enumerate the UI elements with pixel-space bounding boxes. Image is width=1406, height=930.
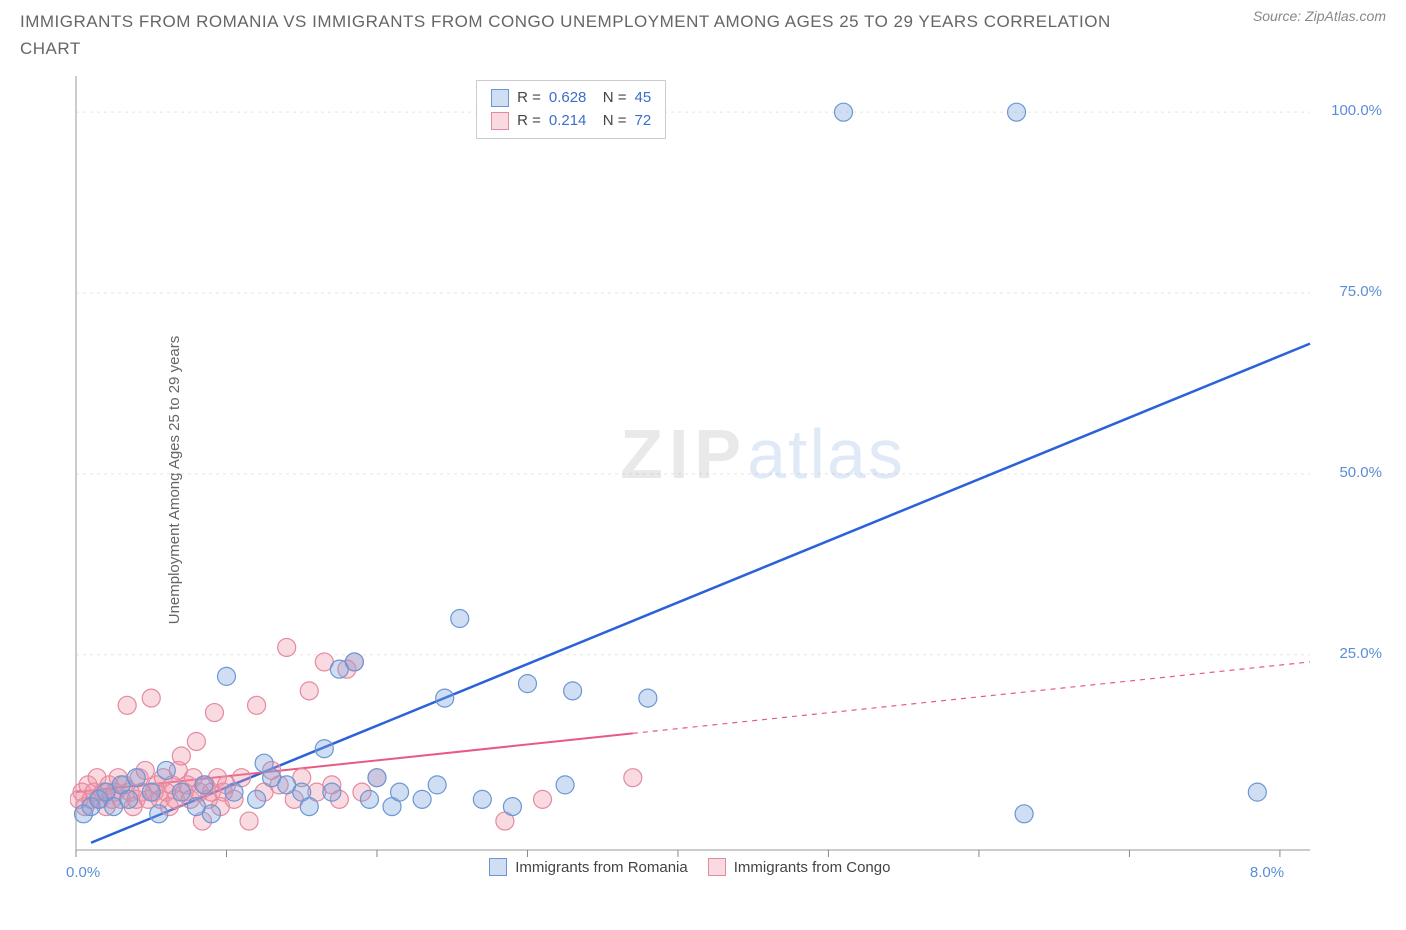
- chart-title: IMMIGRANTS FROM ROMANIA VS IMMIGRANTS FR…: [20, 8, 1120, 62]
- stats-legend: R = 0.628 N = 45 R = 0.214 N = 72: [476, 80, 666, 139]
- x-tick-label: 8.0%: [1250, 864, 1284, 881]
- legend-r-value: 0.214: [549, 110, 587, 133]
- legend-r-value: 0.628: [549, 87, 587, 110]
- legend-row: R = 0.214 N = 72: [491, 110, 651, 133]
- x-tick-label: 0.0%: [66, 864, 100, 881]
- legend-n-label: N =: [594, 110, 626, 133]
- series-legend-item: Immigrants from Congo: [708, 858, 891, 876]
- legend-swatch: [491, 112, 509, 130]
- legend-r-label: R =: [517, 110, 541, 133]
- y-tick-label: 75.0%: [1339, 283, 1382, 300]
- watermark: ZIPatlas: [620, 414, 905, 494]
- legend-swatch: [708, 858, 726, 876]
- source-attribution: Source: ZipAtlas.com: [1253, 8, 1386, 24]
- legend-n-value: 72: [635, 110, 652, 133]
- y-tick-label: 100.0%: [1331, 102, 1382, 119]
- legend-swatch: [489, 858, 507, 876]
- legend-n-label: N =: [594, 87, 626, 110]
- series-name: Immigrants from Romania: [515, 859, 688, 876]
- legend-swatch: [491, 89, 509, 107]
- y-tick-label: 25.0%: [1339, 645, 1382, 662]
- legend-r-label: R =: [517, 87, 541, 110]
- series-legend: Immigrants from Romania Immigrants from …: [489, 858, 890, 876]
- legend-n-value: 45: [635, 87, 652, 110]
- y-tick-label: 50.0%: [1339, 464, 1382, 481]
- series-name: Immigrants from Congo: [734, 859, 891, 876]
- chart-area: Unemployment Among Ages 25 to 29 years Z…: [70, 70, 1380, 890]
- series-legend-item: Immigrants from Romania: [489, 858, 688, 876]
- legend-row: R = 0.628 N = 45: [491, 87, 651, 110]
